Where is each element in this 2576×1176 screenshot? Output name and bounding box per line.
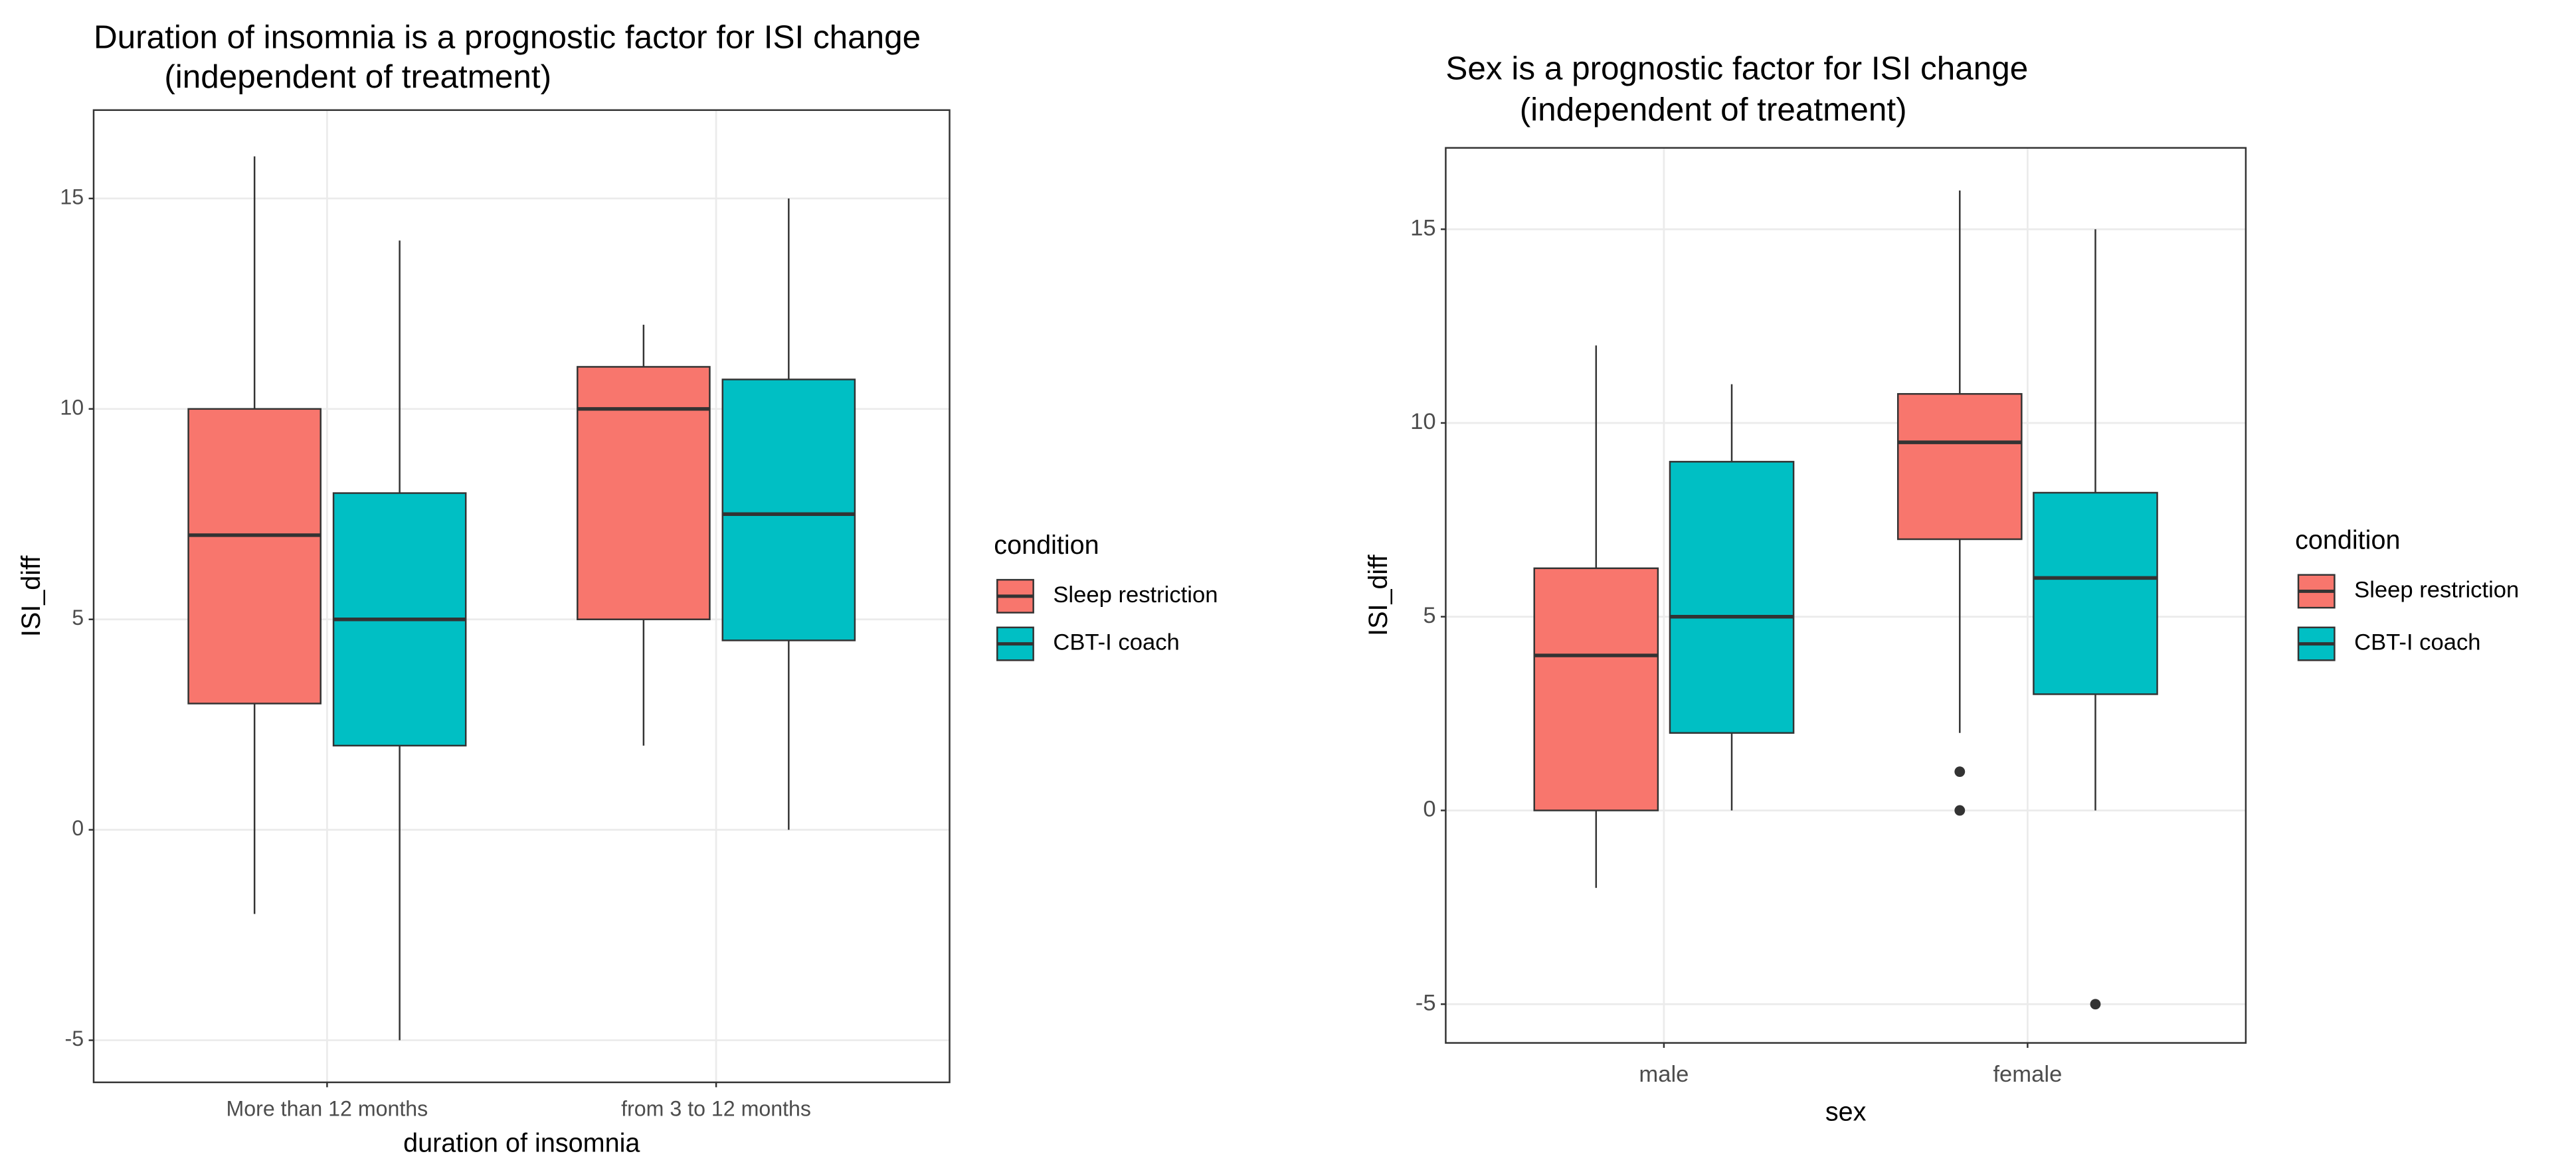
box xyxy=(721,378,856,641)
chart: Duration of insomnia is a prognostic fac… xyxy=(17,19,1218,1158)
y-tick-label: 0 xyxy=(72,816,84,840)
x-tick-label: male xyxy=(1639,1062,1689,1087)
y-tick-label: 10 xyxy=(60,395,84,419)
panel-border xyxy=(1445,147,2247,1044)
y-tick-label: 15 xyxy=(60,185,84,209)
legend-title: condition xyxy=(2295,526,2400,555)
box xyxy=(1896,392,2023,541)
box xyxy=(2033,491,2158,695)
outlier xyxy=(1954,805,1966,816)
y-tick-label: 15 xyxy=(1410,215,1436,240)
outlier xyxy=(1954,766,1966,778)
chart: Sex is a prognostic factor for ISI chang… xyxy=(1364,50,2519,1127)
panel-border xyxy=(92,109,951,1084)
y-tick-label: 0 xyxy=(1423,797,1435,822)
y-axis-title: ISI_diff xyxy=(17,555,46,637)
y-tick-label: -5 xyxy=(1416,990,1436,1015)
y-axis-title: ISI_diff xyxy=(1364,554,1393,635)
y-tick-label: 5 xyxy=(1423,603,1435,628)
box xyxy=(577,366,711,620)
box xyxy=(187,408,322,705)
legend-title: condition xyxy=(994,531,1099,560)
x-tick-label: More than 12 months xyxy=(227,1096,428,1120)
x-axis-title: sex xyxy=(1825,1097,1867,1126)
x-axis-title: duration of insomnia xyxy=(403,1128,640,1157)
x-tick-label: from 3 to 12 months xyxy=(621,1096,811,1120)
chart-title: (independent of treatment) xyxy=(164,58,551,95)
box xyxy=(1669,461,1795,734)
y-tick-label: 5 xyxy=(72,606,84,630)
outlier xyxy=(2090,999,2101,1010)
legend-label: CBT-I coach xyxy=(1053,630,1179,655)
legend-label: Sleep restriction xyxy=(1053,582,1218,608)
legend-label: Sleep restriction xyxy=(2354,578,2519,603)
chart-title: Sex is a prognostic factor for ISI chang… xyxy=(1445,50,2028,87)
box xyxy=(1533,567,1659,811)
legend-label: CBT-I coach xyxy=(2354,630,2480,655)
chart-title: (independent of treatment) xyxy=(1520,91,1907,127)
y-tick-label: -5 xyxy=(65,1027,84,1050)
x-tick-label: female xyxy=(1993,1062,2062,1087)
y-tick-label: 10 xyxy=(1410,409,1436,434)
chart-title: Duration of insomnia is a prognostic fac… xyxy=(94,19,921,56)
